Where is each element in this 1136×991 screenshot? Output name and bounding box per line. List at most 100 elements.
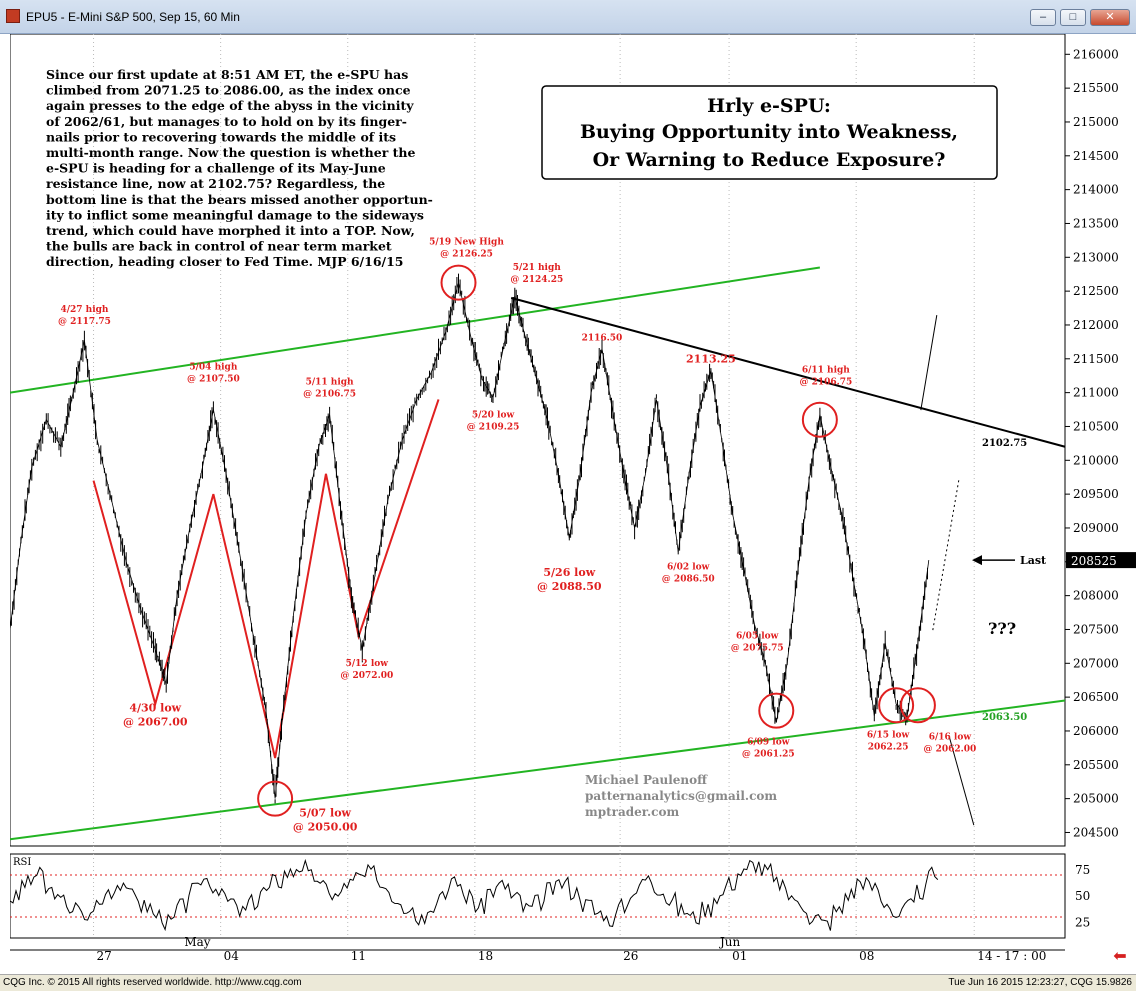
lower-channel-line — [9, 699, 1066, 841]
price-tick-label: 204500 — [1073, 825, 1119, 839]
window-title: EPU5 - E-Mini S&P 500, Sep 15, 60 Min — [26, 10, 240, 24]
price-annotation: 2116.50 — [582, 334, 623, 344]
title-box — [541, 85, 998, 180]
commentary-line: the bulls are back in control of near te… — [46, 239, 392, 254]
price-annotation: 2062.25 — [868, 743, 909, 753]
resistance-line — [510, 296, 1066, 448]
rsi-tick-label: 75 — [1075, 863, 1090, 877]
price-tick-label: 207000 — [1073, 656, 1119, 670]
highlight-circle — [801, 401, 838, 438]
price-annotation: @ 2106.75 — [799, 378, 852, 388]
close-button[interactable]: ✕ — [1090, 9, 1130, 26]
price-series — [9, 273, 930, 804]
date-tick-label: 08 — [859, 949, 874, 963]
price-annotation: @ 2126.25 — [440, 250, 493, 260]
author-line: Michael Paulenoff — [585, 773, 708, 787]
timestamp-text: Tue Jun 16 2015 12:23:27, CQG 15.9826 — [948, 977, 1132, 988]
price-annotation: 5/04 high — [189, 363, 237, 373]
price-tick-label: 207500 — [1073, 622, 1119, 636]
last-arrow-head — [972, 555, 982, 566]
price-annotation: 5/12 low — [346, 659, 389, 669]
scroll-right-arrow-icon[interactable]: ⬅ — [1113, 948, 1127, 965]
price-annotation: @ 2109.25 — [467, 423, 520, 433]
time-axis: 27 04 11 18 26 01 08 14 - 17 : 00 May Jun — [10, 935, 1065, 963]
commentary-line: direction, heading closer to Fed Time. M… — [46, 254, 403, 269]
chart-frame: 204500 205000 205500 206000 206500 207000 2075… — [9, 33, 1136, 974]
price-tick-label: 212000 — [1073, 318, 1119, 332]
price-tick-label: 212500 — [1073, 284, 1119, 298]
price-annotation: 5/21 high — [513, 263, 561, 273]
rsi-tick-label: 50 — [1075, 889, 1090, 903]
price-annotation: @ 2067.00 — [123, 716, 188, 729]
price-axis: 204500 205000 205500 206000 206500 207000 2075… — [1065, 47, 1136, 839]
highlight-circle — [440, 264, 477, 301]
price-tick-label: 213500 — [1073, 216, 1119, 230]
date-tick-label: 01 — [732, 949, 747, 963]
price-annotation: 6/09 low — [747, 738, 790, 748]
price-annotation: @ 2072.00 — [340, 671, 393, 681]
price-annotation: @ 2061.25 — [742, 750, 795, 760]
projection-dotted-up — [932, 480, 960, 631]
price-chart[interactable]: 204500 205000 205500 206000 206500 207000 2075… — [9, 33, 1136, 974]
price-annotation: 5/20 low — [472, 411, 515, 421]
price-annotation: @ 2124.25 — [510, 275, 563, 285]
chart-subtitle: Or Warning to Reduce Exposure? — [593, 149, 946, 171]
chart-subtitle: Buying Opportunity into Weakness, — [580, 121, 958, 143]
status-bar: CQG Inc. © 2015 All rights reserved worl… — [0, 974, 1136, 991]
price-annotation: 6/05 low — [736, 631, 779, 641]
price-annotation: @ 2062.00 — [923, 744, 976, 754]
author-line: mptrader.com — [585, 805, 679, 819]
app-icon — [6, 9, 20, 23]
window-titlebar: EPU5 - E-Mini S&P 500, Sep 15, 60 Min – … — [0, 0, 1136, 34]
commentary-line: nails prior to recovering towards the mi… — [46, 129, 396, 144]
price-annotation: @ 2117.75 — [58, 317, 111, 327]
commentary-line: trend, which could have morphed it into … — [46, 223, 415, 238]
support-value-label: 2063.50 — [982, 712, 1027, 723]
date-tick-label: 18 — [478, 949, 493, 963]
price-tick-label: 213000 — [1073, 250, 1119, 264]
rsi-label: RSI — [13, 857, 31, 868]
commentary-line: climbed from 2071.25 to 2086.00, as the … — [46, 83, 411, 98]
price-tick-label: 211000 — [1073, 386, 1119, 400]
commentary-line: Since our first update at 8:51 AM ET, th… — [46, 67, 408, 82]
price-line — [9, 282, 930, 799]
annotations: 4/27 high @ 2117.75 5/04 high @ 2107.50 5/11… — [46, 67, 1047, 834]
upper-channel-line — [9, 266, 821, 394]
highlight-circle — [899, 687, 936, 724]
highlight-circle — [758, 692, 795, 729]
rsi-panel: RSI 25 50 75 — [9, 857, 1090, 932]
commentary-line: of 2062/61, but manages to to hold on by… — [46, 114, 407, 129]
date-tick-label: 11 — [351, 949, 366, 963]
price-tick-label: 208000 — [1073, 589, 1119, 603]
month-label: May — [184, 935, 210, 949]
price-annotation: 5/07 low — [299, 807, 351, 820]
minimize-button[interactable]: – — [1030, 9, 1056, 26]
price-tick-label: 214000 — [1073, 183, 1119, 197]
price-annotation: 5/26 low — [543, 566, 595, 579]
commentary-line: ity to inflict some meaningful damage to… — [46, 207, 424, 222]
price-tick-label: 214500 — [1073, 149, 1119, 163]
rsi-border — [9, 853, 1066, 939]
highlight-circle — [878, 687, 915, 724]
price-annotation: 6/11 high — [802, 366, 850, 376]
author-line: patternanalytics@gmail.com — [585, 789, 777, 803]
price-tick-label: 206000 — [1073, 724, 1119, 738]
date-tick-label: 27 — [97, 949, 112, 963]
price-annotation: 5/11 high — [306, 378, 354, 388]
maximize-button[interactable]: □ — [1060, 9, 1086, 26]
resistance-value-label: 2102.75 — [982, 438, 1027, 449]
price-tick-label: 210500 — [1073, 419, 1119, 433]
price-annotation: @ 2050.00 — [293, 821, 358, 834]
price-annotation: 6/02 low — [667, 563, 710, 573]
price-annotation: @ 2107.50 — [187, 375, 240, 385]
commentary-line: again presses to the edge of the abyss i… — [46, 98, 414, 113]
price-tick-label: 205000 — [1073, 792, 1119, 806]
highlight-circle — [257, 780, 294, 817]
month-label: Jun — [718, 935, 741, 949]
plot-border — [9, 33, 1066, 847]
price-annotation: 4/27 high — [60, 305, 108, 315]
price-annotation: @ 2106.75 — [303, 390, 356, 400]
commentary-line: bottom line is that the bears missed ano… — [46, 192, 433, 207]
price-annotation: @ 2088.50 — [537, 580, 602, 593]
trend-channel — [9, 266, 1066, 841]
